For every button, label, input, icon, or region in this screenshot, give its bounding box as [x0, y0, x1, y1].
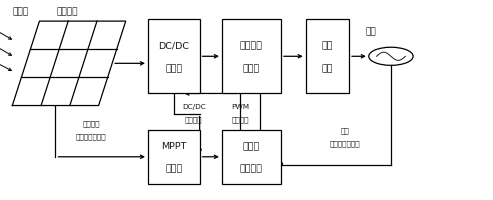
Text: 光伏阵列: 光伏阵列: [82, 120, 100, 126]
Text: PWM: PWM: [232, 103, 249, 109]
Text: 光伏并网: 光伏并网: [240, 42, 263, 50]
Text: 控制系统: 控制系统: [240, 164, 263, 172]
Text: DC/DC: DC/DC: [158, 42, 189, 50]
Text: 逆变器: 逆变器: [243, 64, 260, 72]
Bar: [148, 130, 200, 184]
Text: 电网: 电网: [366, 27, 377, 36]
Text: 电压、电流检测: 电压、电流检测: [76, 133, 106, 139]
Text: 变换器: 变换器: [165, 64, 182, 72]
Text: DC/DC: DC/DC: [182, 103, 206, 109]
Bar: [222, 130, 281, 184]
Text: 太阳能: 太阳能: [12, 7, 29, 16]
Text: 输出电压: 输出电压: [185, 116, 203, 122]
Text: 电网: 电网: [341, 127, 350, 133]
Text: 滤波: 滤波: [321, 42, 333, 50]
Text: 电压、频率检测: 电压、频率检测: [330, 140, 360, 146]
Text: 逆变器: 逆变器: [243, 142, 260, 150]
Text: 电路: 电路: [321, 64, 333, 72]
Bar: [306, 20, 349, 94]
Bar: [222, 20, 281, 94]
Text: MPPT: MPPT: [161, 142, 186, 150]
Text: 光伏阵列: 光伏阵列: [57, 7, 78, 16]
Text: 驱动信号: 驱动信号: [232, 116, 249, 122]
Bar: [148, 20, 200, 94]
Text: 控制器: 控制器: [165, 164, 182, 172]
